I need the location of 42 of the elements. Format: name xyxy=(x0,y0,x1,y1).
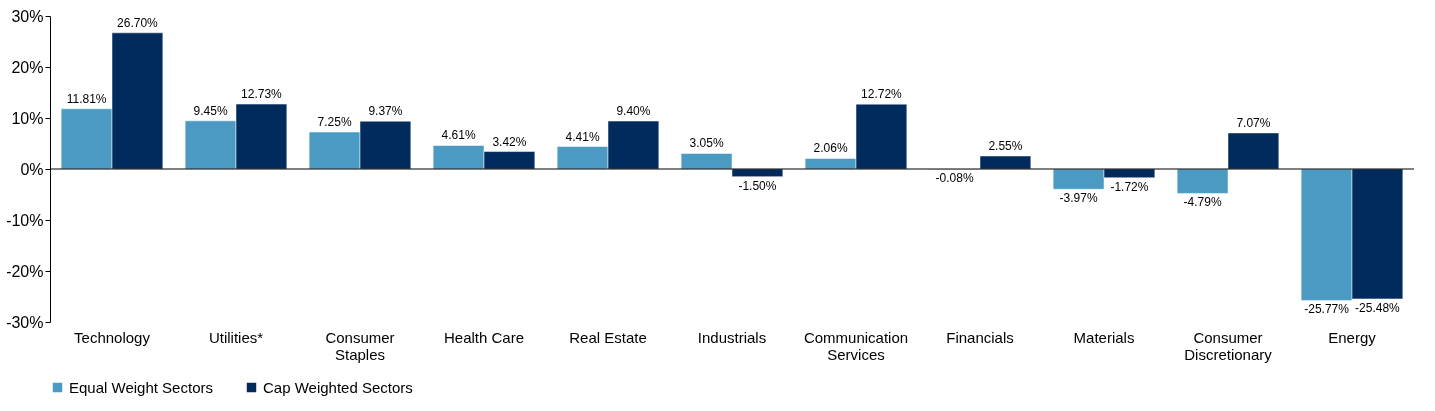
data-label: -1.50% xyxy=(738,178,777,193)
x-tick-label: Utilities* xyxy=(208,328,264,346)
y-tick-label: 10% xyxy=(11,109,44,127)
y-tick-label: -30% xyxy=(6,313,44,331)
data-label: -0.08% xyxy=(935,171,974,186)
data-label: -25.77% xyxy=(1304,302,1350,317)
data-label: 9.45% xyxy=(193,103,228,118)
data-label: 12.73% xyxy=(241,87,283,102)
y-tick-label: -10% xyxy=(6,211,44,229)
data-label: 4.61% xyxy=(441,128,476,143)
data-label: 4.41% xyxy=(565,129,600,144)
data-label: 9.40% xyxy=(616,104,651,119)
data-label: -1.72% xyxy=(1110,179,1149,194)
data-label: 26.70% xyxy=(117,15,159,30)
data-label: 3.42% xyxy=(492,134,527,149)
data-label: -25.48% xyxy=(1355,300,1401,315)
data-label: -4.79% xyxy=(1183,195,1222,210)
data-label: 2.06% xyxy=(813,141,848,156)
legend-label: Cap Weighted Sectors xyxy=(263,378,413,396)
data-label: 12.72% xyxy=(861,87,903,102)
x-tick-label: Health Care xyxy=(443,328,525,346)
y-tick-label: -20% xyxy=(6,262,44,280)
data-label: 9.37% xyxy=(368,104,403,119)
data-label: 11.81% xyxy=(66,91,107,106)
x-tick-label: Materials xyxy=(1073,328,1135,346)
x-tick-label: Industrials xyxy=(697,328,767,346)
x-tick-label: Energy xyxy=(1328,328,1377,346)
legend-label: Equal Weight Sectors xyxy=(69,378,213,396)
x-tick-label: Financials xyxy=(946,328,1014,346)
x-tick-label: Technology xyxy=(74,328,151,346)
data-label: 3.05% xyxy=(689,136,724,151)
x-tick-label: Consumer Staples xyxy=(325,328,395,363)
data-label: -3.97% xyxy=(1059,191,1098,206)
x-tick-label: Consumer Discretionary xyxy=(1184,328,1273,363)
data-label: 2.55% xyxy=(988,138,1023,153)
x-tick-label: Communication Services xyxy=(803,328,909,363)
data-label: 7.07% xyxy=(1236,115,1271,130)
x-tick-label: Real Estate xyxy=(569,328,647,346)
y-tick-label: 20% xyxy=(11,58,44,76)
y-tick-label: 30% xyxy=(11,7,44,25)
y-tick-label: 0% xyxy=(20,160,44,178)
data-label: 7.25% xyxy=(317,115,352,130)
